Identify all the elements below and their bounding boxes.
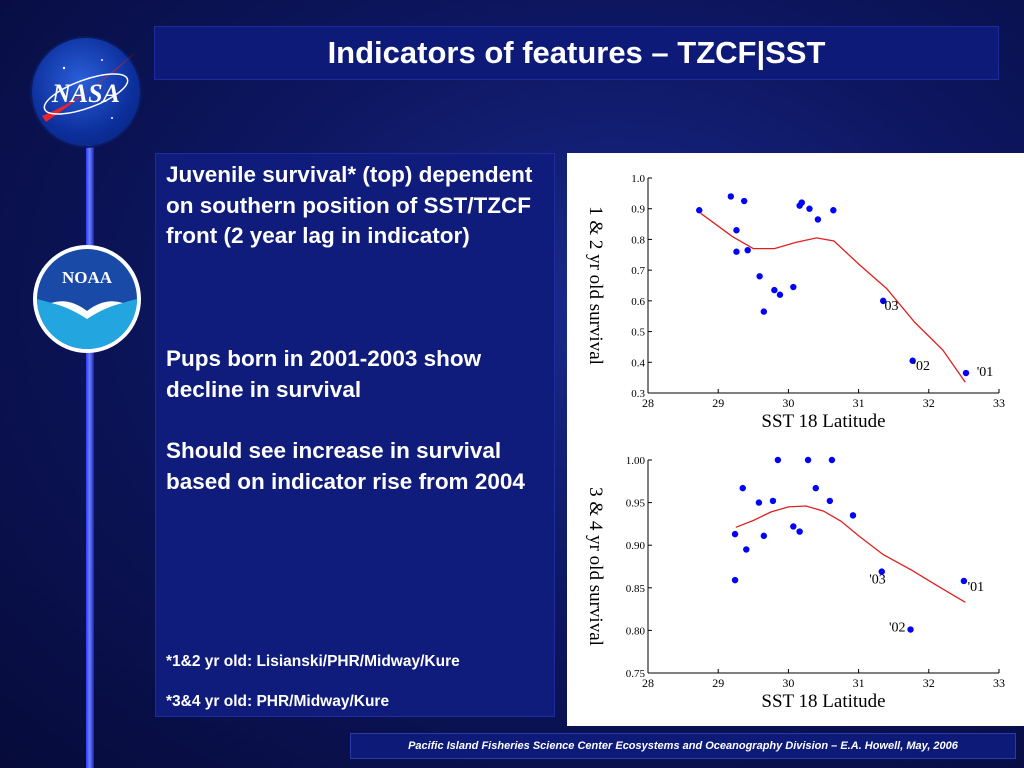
year-label: '03 xyxy=(869,573,886,588)
data-point xyxy=(878,568,885,575)
data-point xyxy=(849,512,857,519)
noaa-logo: NOAA xyxy=(33,245,141,353)
data-point xyxy=(760,308,768,315)
noaa-wordmark: NOAA xyxy=(62,268,113,287)
x-tick-label: 32 xyxy=(923,676,935,690)
x-axis-label: SST 18 Latitude xyxy=(761,691,885,712)
nasa-wordmark: NASA xyxy=(51,79,120,108)
fit-line xyxy=(735,505,966,603)
x-tick-label: 33 xyxy=(993,676,1005,690)
year-label: '01 xyxy=(968,580,985,595)
survival-3-4-yr-chart: 28 29 30 31 32 33 0.75 0.80 0.85 0.90 0.95 1.00 SST … xyxy=(585,455,1005,712)
year-label: '01 xyxy=(977,365,994,380)
x-tick-label: 28 xyxy=(642,396,654,410)
data-point xyxy=(830,207,837,214)
data-point xyxy=(731,530,739,538)
y-tick-label: 0.8 xyxy=(631,234,645,246)
data-point xyxy=(743,546,750,553)
x-tick-label: 29 xyxy=(712,676,724,690)
data-point xyxy=(696,207,703,214)
survival-1-2-yr-chart: 28 29 30 31 32 33 0.3 0.4 0.5 0.6 0.7 0.8 0.9 1.0 SST … xyxy=(585,173,1005,432)
data-point xyxy=(960,577,968,585)
y-tick-label: 0.75 xyxy=(626,668,646,680)
y-tick-label: 0.80 xyxy=(626,625,646,637)
footnote-1-2-yr: *1&2 yr old: Lisianski/PHR/Midway/Kure xyxy=(166,653,460,670)
data-point xyxy=(771,286,778,294)
left-accent-bar xyxy=(86,140,94,768)
paragraph-pups-decline: Pups born in 2001-2003 show decline in s… xyxy=(166,346,482,402)
year-label: '02 xyxy=(914,359,931,374)
y-axis-label: 1 & 2 yr old survival xyxy=(585,206,606,365)
data-point xyxy=(733,248,740,255)
data-point xyxy=(828,456,836,464)
x-tick-label: 30 xyxy=(782,396,794,410)
paragraph-juvenile-survival: Juvenile survival* (top) dependent on so… xyxy=(166,162,533,248)
y-tick-label: 0.7 xyxy=(631,265,645,277)
x-tick-label: 28 xyxy=(642,676,654,690)
data-point xyxy=(814,216,822,223)
y-axis-label: 3 & 4 yr old survival xyxy=(585,487,606,646)
data-point xyxy=(790,523,797,530)
footnote-3-4-yr: *3&4 yr old: PHR/Midway/Kure xyxy=(166,693,390,710)
x-tick-label: 31 xyxy=(853,396,865,410)
y-tick-label: 0.5 xyxy=(631,327,645,339)
y-tick-label: 0.3 xyxy=(631,388,645,400)
x-tick-label: 31 xyxy=(853,676,865,690)
y-tick-label: 0.90 xyxy=(626,540,646,552)
x-tick-label: 29 xyxy=(712,396,724,410)
data-point xyxy=(756,273,763,280)
x-tick-label: 30 xyxy=(782,676,794,690)
footer-banner: Pacific Island Fisheries Science Center … xyxy=(350,733,1016,759)
data-point xyxy=(826,497,834,505)
chart-panel: 28 29 30 31 32 33 0.3 0.4 0.5 0.6 0.7 0.8 0.9 1.0 SST … xyxy=(567,153,1024,726)
data-point xyxy=(774,456,782,464)
data-point xyxy=(796,528,803,535)
data-point xyxy=(804,456,812,464)
data-point xyxy=(806,205,813,212)
data-point xyxy=(760,532,768,540)
y-tick-label: 0.4 xyxy=(631,357,645,369)
data-point xyxy=(798,199,805,206)
data-point xyxy=(739,484,746,492)
y-tick-label: 0.85 xyxy=(626,583,646,595)
x-tick-label: 32 xyxy=(923,396,935,410)
title-banner: Indicators of features – TZCF|SST xyxy=(154,26,999,80)
data-point xyxy=(907,626,914,633)
data-point xyxy=(744,246,751,254)
data-point xyxy=(769,497,777,505)
footer-credit: Pacific Island Fisheries Science Center … xyxy=(408,740,958,752)
data-point xyxy=(740,197,748,205)
y-tick-label: 1.00 xyxy=(626,455,646,467)
fit-line xyxy=(700,212,966,383)
text-panel: Juvenile survival* (top) dependent on so… xyxy=(155,153,555,717)
data-point xyxy=(731,576,739,584)
y-tick-label: 0.6 xyxy=(631,296,645,308)
year-label: '03 xyxy=(882,299,899,314)
paragraph-expected-increase: Should see increase in survival based on… xyxy=(166,438,525,494)
data-point xyxy=(790,283,797,291)
year-label: '02 xyxy=(889,620,906,635)
data-point xyxy=(962,369,970,377)
data-point xyxy=(727,193,735,200)
data-point xyxy=(812,484,819,492)
nasa-logo: NASA xyxy=(32,38,140,146)
y-tick-label: 0.95 xyxy=(626,498,646,510)
data-point xyxy=(909,357,916,364)
x-tick-label: 33 xyxy=(993,396,1005,410)
y-tick-label: 0.9 xyxy=(631,204,645,216)
data-point xyxy=(755,499,763,506)
data-point xyxy=(733,227,740,234)
page-title: Indicators of features – TZCF|SST xyxy=(327,35,826,70)
data-point xyxy=(776,291,784,298)
x-axis-label: SST 18 Latitude xyxy=(761,411,885,432)
y-tick-label: 1.0 xyxy=(631,173,645,185)
data-point xyxy=(879,297,887,305)
